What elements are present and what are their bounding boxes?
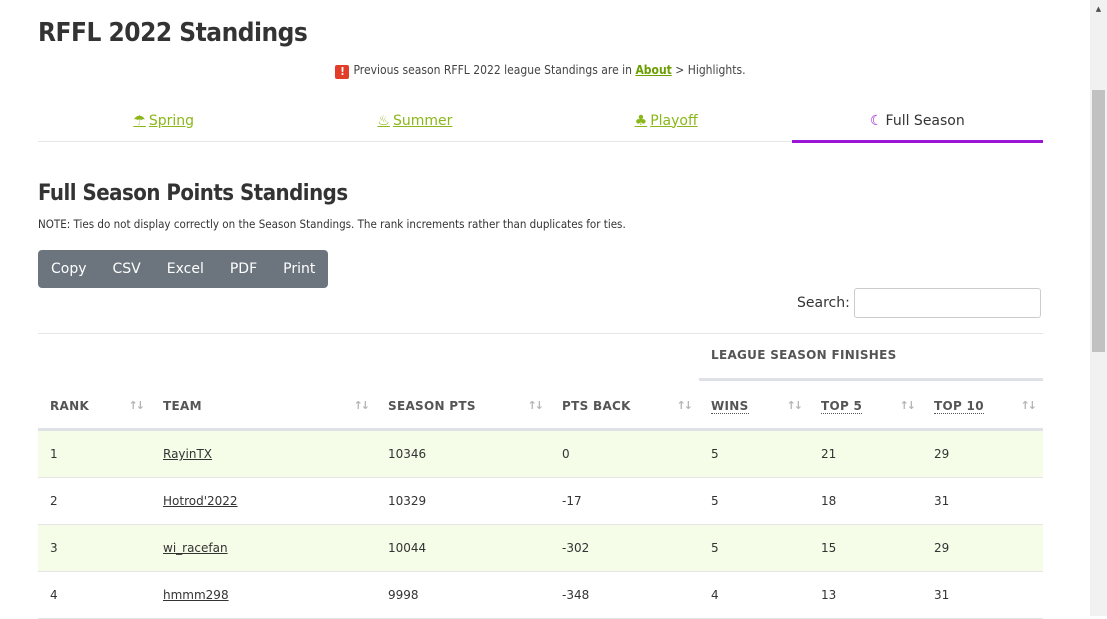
tab-spring-label: Spring: [148, 112, 194, 129]
section-title: Full Season Points Standings: [38, 181, 348, 206]
team-cell: Hotrod'2022: [151, 477, 376, 525]
col-top5-label: TOP 5: [821, 399, 863, 414]
export-button-group: Copy CSV Excel PDF Print: [38, 250, 329, 288]
col-pts-back-label: PTS BACK: [562, 399, 631, 413]
tab-playoff-label: Playoff: [650, 112, 698, 129]
top10-cell: 29: [922, 429, 1043, 478]
top10-cell: 31: [922, 477, 1043, 525]
pts-back-cell: 0: [550, 429, 699, 478]
tab-playoff[interactable]: ♣ Playoff: [541, 100, 792, 141]
wins-cell: 5: [699, 524, 809, 572]
col-pts-back-header[interactable]: PTS BACK ↑↓: [550, 384, 699, 431]
season-tabs: ☂ Spring ♨ Summer ♣ Playoff ☾ Full Season: [38, 100, 1044, 143]
scrollbar-thumb[interactable]: [1092, 90, 1105, 352]
pts-back-cell: -302: [550, 524, 699, 572]
search-input[interactable]: [854, 288, 1041, 318]
print-button[interactable]: Print: [283, 261, 316, 277]
wins-cell: 5: [699, 477, 809, 525]
tab-full-season-label: Full Season: [885, 112, 965, 129]
search-label: Search:: [797, 295, 850, 311]
rank-cell: 3: [38, 524, 151, 572]
col-rank-header[interactable]: RANK ↑↓: [38, 384, 151, 431]
rank-cell: 4: [38, 571, 151, 619]
top5-cell: 13: [809, 571, 922, 619]
wins-cell: 4: [699, 571, 809, 619]
sort-icon: ↑↓: [353, 399, 371, 412]
rank-cell: 2: [38, 477, 151, 525]
tab-summer[interactable]: ♨ Summer: [289, 100, 540, 141]
col-rank-label: RANK: [50, 399, 90, 413]
sort-icon: ↑↓: [899, 399, 917, 412]
season-pts-cell: 10346: [376, 429, 550, 478]
about-link[interactable]: About: [635, 63, 672, 77]
page-title: RFFL 2022 Standings: [38, 18, 308, 48]
notice-banner: ! Previous season RFFL 2022 league Standi…: [38, 63, 1043, 79]
sort-icon: ↑↓: [527, 399, 545, 412]
col-season-pts-label: SEASON PTS: [388, 399, 476, 413]
team-cell: wi_racefan: [151, 524, 376, 572]
umbrella-icon: ☂: [133, 112, 146, 129]
team-link[interactable]: RayinTX: [163, 447, 213, 461]
season-pts-cell: 10044: [376, 524, 550, 572]
moon-icon: ☾: [869, 112, 883, 129]
vertical-scrollbar[interactable]: ▲: [1090, 0, 1107, 616]
wins-cell: 5: [699, 429, 809, 478]
fire-icon: ♨: [377, 112, 390, 129]
col-team-header[interactable]: TEAM ↑↓: [151, 384, 376, 431]
pts-back-cell: -348: [550, 571, 699, 619]
tree-icon: ♣: [634, 112, 648, 129]
top5-cell: 15: [809, 524, 922, 572]
season-pts-cell: 9998: [376, 571, 550, 619]
pdf-button[interactable]: PDF: [229, 261, 258, 277]
table-row: 4 hmmm298 9998 -348 4 13 31: [38, 571, 1043, 619]
ties-note: NOTE: Ties do not display correctly on t…: [38, 217, 626, 231]
league-season-finishes-header: LEAGUE SEASON FINISHES: [699, 348, 1043, 381]
rank-cell: 1: [38, 429, 151, 478]
top10-cell: 29: [922, 524, 1043, 572]
season-pts-cell: 10329: [376, 477, 550, 525]
col-season-pts-header[interactable]: SEASON PTS ↑↓: [376, 384, 550, 431]
table-row: 2 Hotrod'2022 10329 -17 5 18 31: [38, 477, 1043, 525]
sort-icon: ↑↓: [676, 399, 694, 412]
copy-button[interactable]: Copy: [51, 261, 87, 277]
team-link[interactable]: Hotrod'2022: [163, 494, 238, 508]
standings-table: RANK ↑↓ TEAM ↑↓ SEASON PTS ↑↓ PTS BACK ↑↓ WI…: [38, 384, 1043, 619]
sort-icon: ↑↓: [128, 399, 146, 412]
tab-summer-label: Summer: [392, 112, 453, 129]
team-cell: hmmm298: [151, 571, 376, 619]
col-top10-label: TOP 10: [934, 399, 984, 414]
pts-back-cell: -17: [550, 477, 699, 525]
sort-icon: ↑↓: [1020, 399, 1038, 412]
excel-button[interactable]: Excel: [166, 261, 204, 277]
col-top10-header[interactable]: TOP 10 ↑↓: [922, 384, 1043, 431]
col-team-label: TEAM: [163, 399, 202, 413]
notice-text-before: Previous season RFFL 2022 league Standin…: [353, 63, 636, 77]
table-row: 3 wi_racefan 10044 -302 5 15 29: [38, 524, 1043, 572]
tab-spring[interactable]: ☂ Spring: [38, 100, 289, 141]
table-row: 1 RayinTX 10346 0 5 21 29: [38, 429, 1043, 478]
scroll-up-arrow-icon[interactable]: ▲: [1095, 4, 1102, 13]
team-link[interactable]: wi_racefan: [163, 541, 228, 555]
notice-text-after: > Highlights.: [671, 63, 746, 77]
csv-button[interactable]: CSV: [112, 261, 141, 277]
tab-full-season[interactable]: ☾ Full Season: [791, 100, 1044, 143]
top5-cell: 18: [809, 477, 922, 525]
col-top5-header[interactable]: TOP 5 ↑↓: [809, 384, 922, 431]
team-link[interactable]: hmmm298: [163, 588, 229, 602]
divider: [38, 333, 1043, 334]
table-header-row: RANK ↑↓ TEAM ↑↓ SEASON PTS ↑↓ PTS BACK ↑↓ WI…: [38, 384, 1043, 431]
col-wins-header[interactable]: WINS ↑↓: [699, 384, 809, 431]
sort-icon: ↑↓: [786, 399, 804, 412]
team-cell: RayinTX: [151, 429, 376, 478]
top10-cell: 31: [922, 571, 1043, 619]
exclamation-icon: !: [335, 65, 350, 79]
col-wins-label: WINS: [711, 399, 749, 414]
top5-cell: 21: [809, 429, 922, 478]
